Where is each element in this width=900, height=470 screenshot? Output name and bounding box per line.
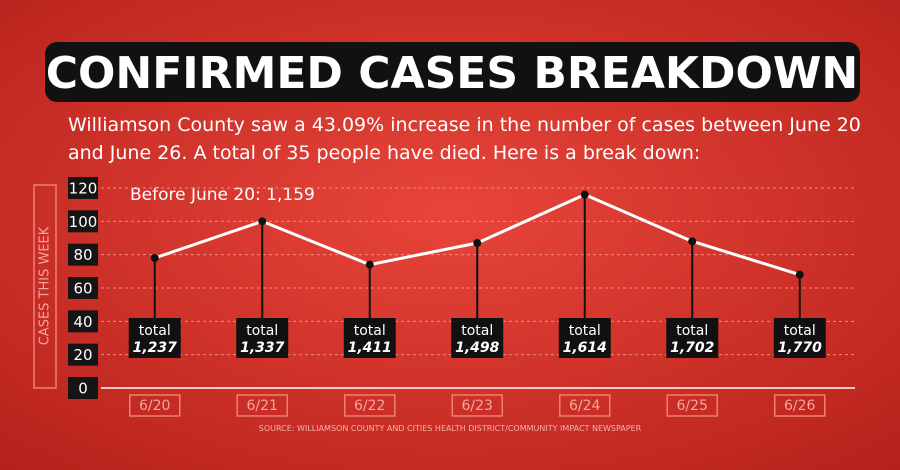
total-label: 1,770: [778, 340, 823, 356]
y-tick-box: [68, 277, 98, 299]
total-caption: total: [784, 323, 816, 339]
total-label: 1,498: [455, 340, 500, 356]
point: [688, 237, 697, 246]
total-label: 1,411: [348, 340, 392, 356]
y-tick-box: [68, 177, 98, 199]
point: [473, 239, 482, 247]
total-box: [236, 318, 289, 358]
x-tick-label: 6/26: [784, 398, 816, 414]
x-tick-label: 6/23: [462, 398, 493, 414]
y-tick-box: [68, 210, 98, 233]
point: [795, 270, 804, 279]
total-box: [773, 318, 826, 358]
y-tick-label: 100: [69, 213, 98, 231]
y-tick-box: [68, 343, 98, 366]
y-axis-label: CASES THIS WEEK: [38, 226, 53, 345]
y-tick-label: 80: [73, 246, 92, 264]
point: [150, 254, 159, 262]
x-tick-box: [451, 394, 503, 417]
total-box: [128, 318, 181, 358]
title-bar: [45, 42, 860, 102]
point: [258, 217, 267, 226]
y-tick-label: 120: [69, 180, 98, 198]
x-tick-box: [236, 394, 288, 417]
y-tick-box: [68, 243, 98, 266]
total-box: [451, 318, 504, 358]
subtitle: Williamson County saw a 43.09% increase …: [68, 114, 861, 136]
subtitle: and June 26. A total of 35 people have d…: [68, 142, 700, 164]
x-tick-label: 6/24: [569, 398, 601, 414]
x-tick-label: 6/20: [139, 398, 170, 414]
x-tick-box: [774, 394, 826, 417]
total-box: [666, 318, 719, 358]
y-tick-label: 20: [73, 346, 92, 364]
total-label: 1,337: [240, 340, 285, 356]
y-tick-label: 60: [73, 280, 92, 298]
point: [365, 260, 374, 269]
annotation: Before June 20: 1,159: [130, 185, 315, 205]
x-tick-label: 6/21: [247, 398, 278, 414]
source: SOURCE: WILLIAMSON COUNTY AND CITIES HEA…: [259, 424, 642, 433]
chart-title: CONFIRMED CASES BREAKDOWN: [46, 48, 859, 99]
total-box: [558, 318, 611, 358]
total-caption: total: [139, 323, 171, 339]
total-label: 1,614: [563, 340, 607, 356]
x-tick-box: [666, 394, 718, 417]
y-tick-label: 0: [78, 380, 88, 398]
x-tick-label: 6/22: [354, 398, 385, 414]
y-tick-box: [68, 377, 98, 399]
x-tick-label: 6/25: [677, 398, 708, 414]
x-tick-box: [344, 394, 396, 417]
y-label-box: [33, 184, 57, 389]
x-tick-box: [559, 394, 611, 417]
total-caption: total: [246, 323, 278, 339]
total-label: 1,702: [670, 340, 714, 356]
total-caption: total: [569, 323, 601, 339]
y-tick-label: 40: [73, 313, 92, 331]
total-box: [343, 318, 396, 358]
total-caption: total: [461, 323, 493, 339]
point: [580, 190, 589, 199]
x-tick-box: [129, 394, 181, 417]
total-caption: total: [676, 323, 708, 339]
total-caption: total: [354, 323, 386, 339]
y-tick-box: [68, 310, 98, 333]
total-label: 1,237: [133, 340, 178, 356]
